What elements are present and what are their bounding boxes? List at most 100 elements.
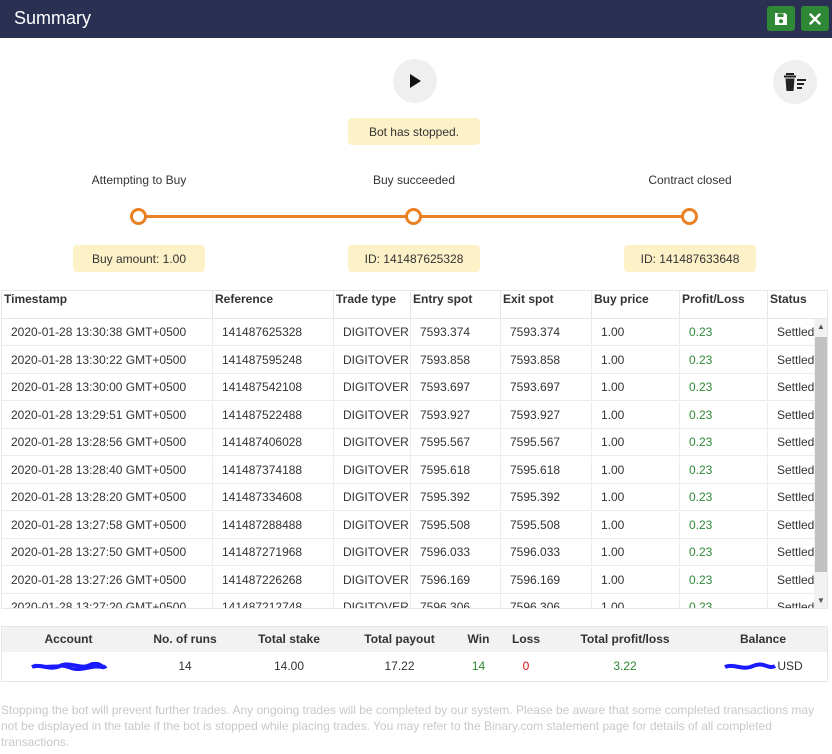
cell-entry-spot: 7595.392	[411, 484, 501, 511]
buy-amount-badge: Buy amount: 1.00	[73, 245, 205, 272]
scroll-up-arrow-icon[interactable]: ▲	[817, 322, 825, 331]
cell-status: Settled	[777, 325, 814, 339]
redacted-account-scribble	[30, 661, 107, 671]
cell-buy-price: 1.00	[592, 539, 680, 566]
table-row[interactable]: 2020-01-28 13:27:58 GMT+0500 141487288488…	[2, 511, 814, 539]
close-button[interactable]	[801, 6, 829, 31]
save-button[interactable]	[767, 6, 795, 31]
summary-header-runs: No. of runs	[153, 632, 217, 646]
cell-exit-spot: 7595.392	[501, 484, 592, 511]
column-header-entry-spot[interactable]: Entry spot	[411, 291, 501, 319]
step-label-buy-succeeded: Buy succeeded	[372, 173, 456, 187]
cell-reference: 141487334608	[213, 484, 334, 511]
table-row[interactable]: 2020-01-28 13:30:00 GMT+0500 141487542108…	[2, 374, 814, 401]
cell-exit-spot: 7595.508	[501, 511, 592, 539]
run-button[interactable]	[393, 59, 437, 103]
cell-reference: 141487212748	[213, 594, 334, 608]
table-row[interactable]: 2020-01-28 13:29:51 GMT+0500 141487522488…	[2, 401, 814, 429]
cell-entry-spot: 7593.697	[411, 374, 501, 401]
cell-entry-spot: 7593.374	[411, 319, 501, 346]
column-header-reference[interactable]: Reference	[213, 291, 334, 319]
column-header-timestamp[interactable]: Timestamp	[2, 291, 213, 319]
cell-timestamp: 2020-01-28 13:27:26 GMT+0500	[2, 566, 213, 594]
cell-profit-loss: 0.23	[680, 594, 768, 608]
table-row[interactable]: 2020-01-28 13:27:50 GMT+0500 141487271968…	[2, 539, 814, 566]
cell-reference: 141487542108	[213, 374, 334, 401]
cell-timestamp: 2020-01-28 13:27:20 GMT+0500	[2, 594, 213, 608]
cell-trade-type: DIGITOVER	[334, 539, 411, 566]
cell-trade-type: DIGITOVER	[334, 456, 411, 484]
table-row[interactable]: 2020-01-28 13:28:56 GMT+0500 141487406028…	[2, 429, 814, 456]
cell-profit-loss: 0.23	[680, 456, 768, 484]
cell-profit-loss: 0.23	[680, 401, 768, 429]
cell-status: Settled	[777, 545, 814, 559]
table-header: Timestamp Reference Trade type Entry spo…	[2, 291, 827, 319]
summary-win-value: 14	[471, 659, 486, 673]
progress-dot-attempting	[130, 208, 147, 225]
cell-buy-price: 1.00	[592, 456, 680, 484]
cell-buy-price: 1.00	[592, 484, 680, 511]
cell-profit-loss: 0.23	[680, 566, 768, 594]
summary-loss-value: 0	[522, 659, 530, 673]
summary-table: Account No. of runs Total stake Total pa…	[1, 626, 828, 682]
cell-profit-loss: 0.23	[680, 539, 768, 566]
cell-exit-spot: 7593.927	[501, 401, 592, 429]
cell-timestamp: 2020-01-28 13:30:00 GMT+0500	[2, 374, 213, 401]
cell-reference: 141487374188	[213, 456, 334, 484]
summary-profit-value: 3.22	[613, 659, 637, 673]
table-row[interactable]: 2020-01-28 13:28:40 GMT+0500 141487374188…	[2, 456, 814, 484]
cell-entry-spot: 7596.033	[411, 539, 501, 566]
summary-header-account: Account	[44, 632, 93, 646]
table-scrollbar[interactable]: ▲ ▼	[814, 319, 827, 608]
cell-buy-price: 1.00	[592, 566, 680, 594]
cell-profit-loss: 0.23	[680, 319, 768, 346]
cell-entry-spot: 7595.508	[411, 511, 501, 539]
table-row[interactable]: 2020-01-28 13:30:38 GMT+0500 141487625328…	[2, 319, 814, 346]
summary-values-row: 14 14.00 17.22 14 0 3.22 USD	[2, 652, 827, 681]
cell-status: Settled	[777, 380, 814, 394]
summary-header-balance: Balance	[739, 632, 787, 646]
balance-currency: USD	[777, 659, 803, 673]
cell-reference: 141487271968	[213, 539, 334, 566]
cell-exit-spot: 7596.033	[501, 539, 592, 566]
scroll-down-arrow-icon[interactable]: ▼	[817, 596, 825, 605]
cell-status: Settled	[777, 435, 814, 449]
cell-entry-spot: 7595.618	[411, 456, 501, 484]
cell-profit-loss: 0.23	[680, 374, 768, 401]
column-header-buy-price[interactable]: Buy price	[592, 291, 680, 319]
cell-profit-loss: 0.23	[680, 511, 768, 539]
column-header-status[interactable]: Status	[770, 292, 807, 306]
table-row[interactable]: 2020-01-28 13:30:22 GMT+0500 141487595248…	[2, 346, 814, 374]
summary-runs-value: 14	[178, 659, 192, 673]
column-header-trade-type[interactable]: Trade type	[334, 291, 411, 319]
cell-status: Settled	[777, 490, 814, 504]
table-row[interactable]: 2020-01-28 13:27:26 GMT+0500 141487226268…	[2, 566, 814, 594]
summary-header-profit: Total profit/loss	[580, 632, 670, 646]
column-header-profit-loss[interactable]: Profit/Loss	[680, 291, 768, 319]
cell-entry-spot: 7593.858	[411, 346, 501, 374]
cell-status: Settled	[777, 572, 814, 587]
cell-exit-spot: 7595.618	[501, 456, 592, 484]
cell-timestamp: 2020-01-28 13:28:40 GMT+0500	[2, 456, 213, 484]
cell-profit-loss: 0.23	[680, 429, 768, 456]
table-row[interactable]: 2020-01-28 13:28:20 GMT+0500 141487334608…	[2, 484, 814, 511]
step-label-attempting: Attempting to Buy	[91, 173, 187, 187]
progress-dot-contract-closed	[681, 208, 698, 225]
table-row[interactable]: 2020-01-28 13:27:20 GMT+0500 141487212748…	[2, 594, 814, 609]
cell-status: Settled	[777, 462, 814, 477]
summary-header-payout: Total payout	[364, 632, 435, 646]
cell-status: Settled	[777, 517, 814, 532]
cell-entry-spot: 7595.567	[411, 429, 501, 456]
clear-list-button[interactable]	[773, 60, 817, 104]
contract-id-badge: ID: 141487633648	[624, 245, 756, 272]
table-body[interactable]: 2020-01-28 13:30:38 GMT+0500 141487625328…	[2, 319, 814, 609]
cell-status: Settled	[777, 600, 814, 609]
cell-trade-type: DIGITOVER	[334, 319, 411, 346]
cell-trade-type: DIGITOVER	[334, 566, 411, 594]
cell-trade-type: DIGITOVER	[334, 374, 411, 401]
summary-header-stake: Total stake	[258, 632, 320, 646]
column-header-exit-spot[interactable]: Exit spot	[501, 291, 592, 319]
cell-exit-spot: 7593.858	[501, 346, 592, 374]
cell-reference: 141487288488	[213, 511, 334, 539]
scrollbar-thumb[interactable]	[815, 337, 827, 572]
